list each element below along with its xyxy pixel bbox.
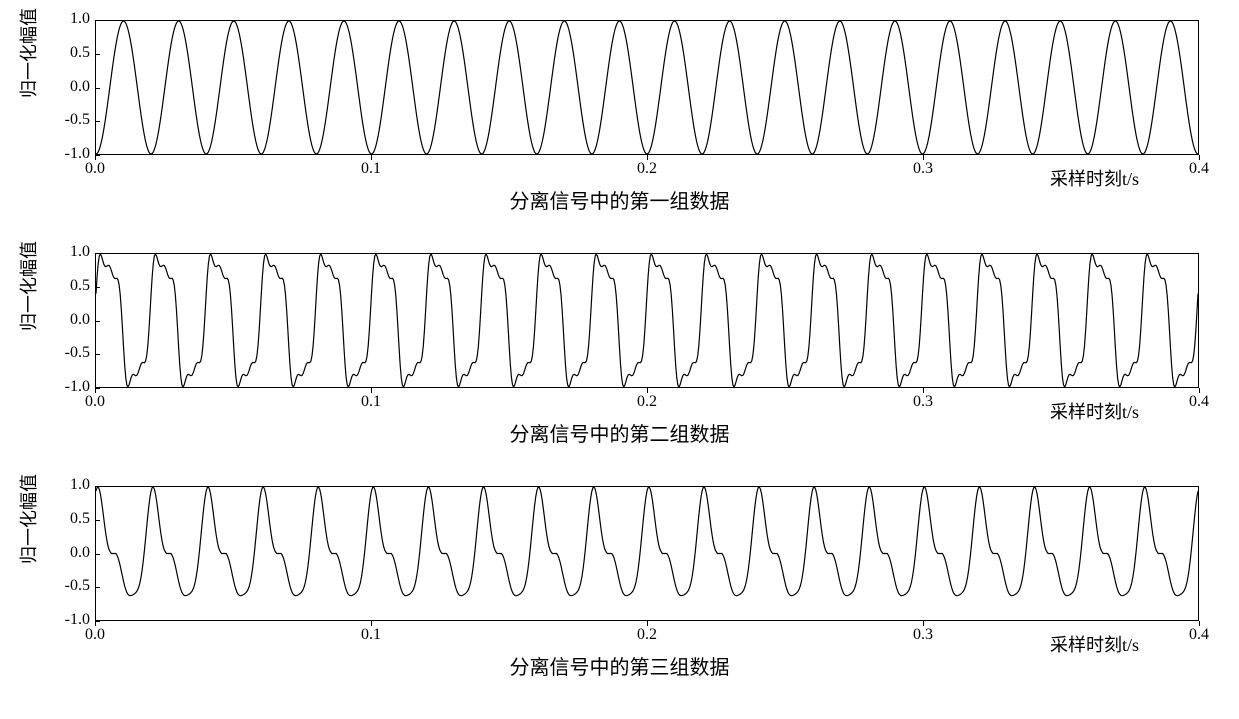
ytick-label: 0.5 bbox=[55, 277, 90, 295]
ytick-label: -0.5 bbox=[55, 111, 90, 129]
ytick-label: 0.0 bbox=[55, 78, 90, 96]
ytick-label: 0.5 bbox=[55, 510, 90, 528]
ytick-mark bbox=[95, 253, 100, 254]
xtick-mark bbox=[1199, 155, 1200, 160]
xtick-label: 0.2 bbox=[637, 393, 657, 411]
ytick-label: -0.5 bbox=[55, 344, 90, 362]
xtick-label: 0.0 bbox=[85, 393, 105, 411]
ytick-label: 1.0 bbox=[55, 476, 90, 494]
ytick-label: 0.0 bbox=[55, 311, 90, 329]
ylabel-2: 归一化幅值 bbox=[15, 241, 41, 331]
xtick-label: 0.1 bbox=[361, 160, 381, 178]
xtick-label: 0.3 bbox=[913, 626, 933, 644]
xtick-label: 0.4 bbox=[1189, 393, 1209, 411]
ytick-label: 1.0 bbox=[55, 243, 90, 261]
ytick-mark bbox=[95, 54, 100, 55]
ylabel-3: 归一化幅值 bbox=[15, 474, 41, 564]
plot-area-3 bbox=[95, 486, 1199, 621]
xlabel-3: 采样时刻t/s bbox=[1050, 631, 1139, 657]
ytick-mark bbox=[95, 554, 100, 555]
waveform-1 bbox=[96, 21, 1198, 154]
xtick-mark bbox=[95, 155, 96, 160]
xtick-label: 0.4 bbox=[1189, 160, 1209, 178]
xtick-label: 0.2 bbox=[637, 160, 657, 178]
xtick-mark bbox=[371, 388, 372, 393]
title-3: 分离信号中的第三组数据 bbox=[510, 651, 730, 680]
xtick-label: 0.3 bbox=[913, 393, 933, 411]
ytick-label: 0.0 bbox=[55, 544, 90, 562]
title-1: 分离信号中的第一组数据 bbox=[510, 185, 730, 214]
plot-area-2 bbox=[95, 253, 1199, 388]
chart-panel-3: 归一化幅值 采样时刻t/s 分离信号中的第三组数据 -1.0-0.50.00.5… bbox=[20, 476, 1219, 696]
ytick-mark bbox=[95, 520, 100, 521]
ytick-mark bbox=[95, 354, 100, 355]
chart-panel-2: 归一化幅值 采样时刻t/s 分离信号中的第二组数据 -1.0-0.50.00.5… bbox=[20, 243, 1219, 463]
xtick-mark bbox=[371, 621, 372, 626]
ytick-label: -0.5 bbox=[55, 577, 90, 595]
waveform-2 bbox=[96, 254, 1198, 387]
xtick-label: 0.4 bbox=[1189, 626, 1209, 644]
ytick-mark bbox=[95, 486, 100, 487]
xtick-label: 0.2 bbox=[637, 626, 657, 644]
xtick-mark bbox=[647, 388, 648, 393]
xtick-label: 0.1 bbox=[361, 393, 381, 411]
ytick-mark bbox=[95, 20, 100, 21]
wave-path-2 bbox=[96, 254, 1198, 387]
ytick-mark bbox=[95, 321, 100, 322]
xtick-mark bbox=[371, 155, 372, 160]
ytick-label: 0.5 bbox=[55, 44, 90, 62]
xtick-mark bbox=[647, 155, 648, 160]
xtick-mark bbox=[95, 388, 96, 393]
ytick-mark bbox=[95, 287, 100, 288]
ytick-mark bbox=[95, 587, 100, 588]
xtick-mark bbox=[1199, 621, 1200, 626]
xtick-label: 0.3 bbox=[913, 160, 933, 178]
xtick-label: 0.1 bbox=[361, 626, 381, 644]
xtick-mark bbox=[923, 155, 924, 160]
xtick-mark bbox=[923, 621, 924, 626]
ytick-label: 1.0 bbox=[55, 10, 90, 28]
xtick-label: 0.0 bbox=[85, 160, 105, 178]
plot-area-1 bbox=[95, 20, 1199, 155]
wave-path-3 bbox=[96, 487, 1198, 596]
chart-container: 归一化幅值 采样时刻t/s 分离信号中的第一组数据 -1.0-0.50.00.5… bbox=[0, 0, 1239, 719]
wave-path-1 bbox=[96, 21, 1198, 154]
xlabel-2: 采样时刻t/s bbox=[1050, 398, 1139, 424]
xtick-mark bbox=[647, 621, 648, 626]
xtick-label: 0.0 bbox=[85, 626, 105, 644]
ytick-mark bbox=[95, 88, 100, 89]
xlabel-1: 采样时刻t/s bbox=[1050, 165, 1139, 191]
ylabel-1: 归一化幅值 bbox=[15, 8, 41, 98]
xtick-mark bbox=[95, 621, 96, 626]
chart-panel-1: 归一化幅值 采样时刻t/s 分离信号中的第一组数据 -1.0-0.50.00.5… bbox=[20, 10, 1219, 230]
xtick-mark bbox=[923, 388, 924, 393]
waveform-3 bbox=[96, 487, 1198, 620]
ytick-mark bbox=[95, 121, 100, 122]
title-2: 分离信号中的第二组数据 bbox=[510, 418, 730, 447]
xtick-mark bbox=[1199, 388, 1200, 393]
